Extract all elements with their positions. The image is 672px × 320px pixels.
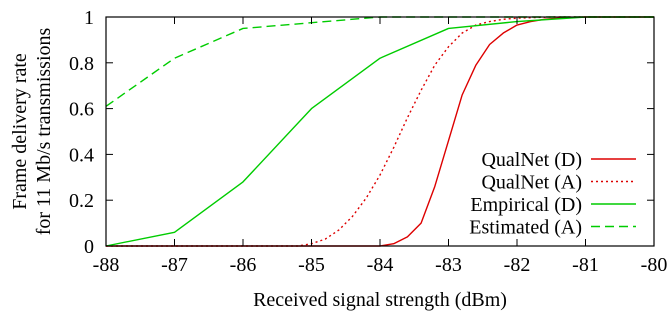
y-axis-title: Frame delivery rate for 11 Mb/s transmiss… — [9, 27, 55, 235]
x-tick-label: -86 — [230, 254, 257, 276]
x-tick-label: -85 — [298, 254, 325, 276]
x-tick-label: -88 — [93, 254, 120, 276]
x-tick-label: -80 — [641, 254, 668, 276]
series-line-2 — [106, 16, 654, 247]
y-tick-label: 1 — [84, 7, 94, 29]
legend-label: Empirical (D) — [470, 194, 582, 216]
y-tick-label: 0.6 — [69, 99, 94, 121]
y-axis-title-line: for 11 Mb/s transmissions — [33, 27, 55, 235]
series-line-4 — [105, 16, 654, 107]
legend-label: QualNet (D) — [481, 149, 582, 171]
x-axis-title: Received signal strength (dBm) — [253, 289, 507, 311]
x-tick-label: -82 — [504, 254, 531, 276]
y-tick-label: 0.4 — [69, 144, 94, 166]
y-tick-label: 0.8 — [69, 53, 94, 75]
y-tick-label: 0.2 — [69, 190, 94, 212]
y-tick-label: 0 — [84, 236, 94, 258]
legend: QualNet (D)QualNet (A)Empirical (D)Estim… — [469, 149, 636, 239]
x-tick-label: -87 — [161, 254, 188, 276]
x-tick-label: -83 — [435, 254, 462, 276]
x-tick-label: -84 — [367, 254, 394, 276]
legend-label: Estimated (A) — [469, 217, 582, 239]
x-tick-label: -81 — [572, 254, 599, 276]
legend-label: QualNet (A) — [481, 172, 582, 194]
y-axis-title-line: Frame delivery rate — [9, 53, 31, 210]
series-line-3 — [105, 16, 654, 247]
y-axis-title-text: Frame delivery rate for 11 Mb/s transmiss… — [9, 27, 55, 235]
